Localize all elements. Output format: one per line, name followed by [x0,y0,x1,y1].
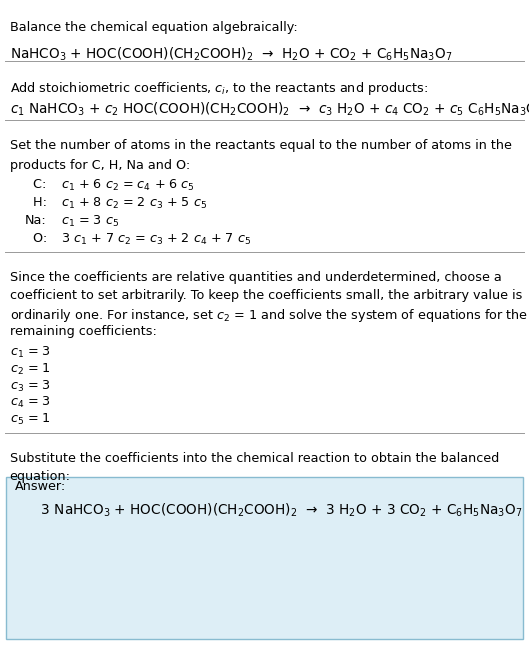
FancyBboxPatch shape [6,477,523,639]
Text: ordinarily one. For instance, set $c_2$ = 1 and solve the system of equations fo: ordinarily one. For instance, set $c_2$ … [10,307,528,324]
Text: remaining coefficients:: remaining coefficients: [10,325,157,338]
Text: NaHCO$_3$ + HOC(COOH)(CH$_2$COOH)$_2$  →  H$_2$O + CO$_2$ + C$_6$H$_5$Na$_3$O$_7: NaHCO$_3$ + HOC(COOH)(CH$_2$COOH)$_2$ → … [10,45,452,63]
Text: $c_1$ + 8 $c_2$ = 2 $c_3$ + 5 $c_5$: $c_1$ + 8 $c_2$ = 2 $c_3$ + 5 $c_5$ [53,196,207,211]
Text: $c_1$ + 6 $c_2$ = $c_4$ + 6 $c_5$: $c_1$ + 6 $c_2$ = $c_4$ + 6 $c_5$ [53,178,195,193]
Text: $c_1$ = 3 $c_5$: $c_1$ = 3 $c_5$ [53,214,119,229]
Text: Since the coefficients are relative quantities and underdetermined, choose a: Since the coefficients are relative quan… [10,271,501,284]
Text: 3 NaHCO$_3$ + HOC(COOH)(CH$_2$COOH)$_2$  →  3 H$_2$O + 3 CO$_2$ + C$_6$H$_5$Na$_: 3 NaHCO$_3$ + HOC(COOH)(CH$_2$COOH)$_2$ … [15,501,522,519]
Text: $c_4$ = 3: $c_4$ = 3 [10,395,50,410]
Text: equation:: equation: [10,470,70,483]
Text: Answer:: Answer: [15,480,66,493]
Text: Set the number of atoms in the reactants equal to the number of atoms in the: Set the number of atoms in the reactants… [10,139,512,152]
Text: products for C, H, Na and O:: products for C, H, Na and O: [10,159,190,171]
Text: coefficient to set arbitrarily. To keep the coefficients small, the arbitrary va: coefficient to set arbitrarily. To keep … [10,289,522,302]
Text: $c_3$ = 3: $c_3$ = 3 [10,378,50,393]
Text: $c_5$ = 1: $c_5$ = 1 [10,412,50,427]
Text: C:: C: [29,178,47,191]
Text: H:: H: [29,196,47,209]
Text: Na:: Na: [25,214,47,227]
Text: Substitute the coefficients into the chemical reaction to obtain the balanced: Substitute the coefficients into the che… [10,452,499,465]
Text: $c_2$ = 1: $c_2$ = 1 [10,362,50,377]
Text: $c_1$ NaHCO$_3$ + $c_2$ HOC(COOH)(CH$_2$COOH)$_2$  →  $c_3$ H$_2$O + $c_4$ CO$_2: $c_1$ NaHCO$_3$ + $c_2$ HOC(COOH)(CH$_2$… [10,100,529,118]
Text: Add stoichiometric coefficients, $c_i$, to the reactants and products:: Add stoichiometric coefficients, $c_i$, … [10,80,427,96]
Text: Balance the chemical equation algebraically:: Balance the chemical equation algebraica… [10,21,297,34]
Text: O:: O: [29,232,47,245]
Text: 3 $c_1$ + 7 $c_2$ = $c_3$ + 2 $c_4$ + 7 $c_5$: 3 $c_1$ + 7 $c_2$ = $c_3$ + 2 $c_4$ + 7 … [53,232,251,247]
Text: $c_1$ = 3: $c_1$ = 3 [10,345,50,360]
